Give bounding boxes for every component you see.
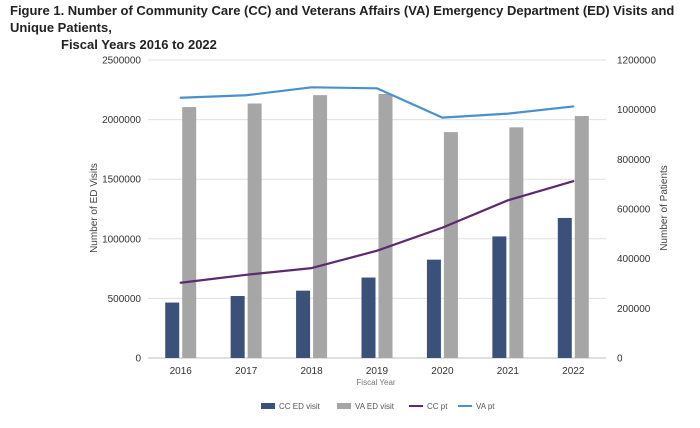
left-axis-ticks: 0 500000 1000000 1500000 2000000 2500000 [102, 56, 141, 365]
stray-mark: . [76, 36, 80, 50]
chart-title-line-1: Figure 1. Number of Community Care (CC) … [10, 3, 675, 35]
x-axis-ticks: 2016 2017 2018 2019 2020 2021 2022 [170, 366, 585, 377]
left-axis-label: Number of ED Visits [89, 163, 100, 253]
cc-ed-visit-bar [296, 290, 311, 358]
right-tick-label: 200000 [617, 304, 651, 315]
left-tick-label: 0 [135, 354, 141, 365]
left-tick-label: 500000 [108, 294, 142, 305]
va-pt-line [179, 86, 575, 119]
va-ed-visit-bar [509, 127, 524, 359]
legend-cc-ed-visit-swatch [261, 403, 275, 409]
va-ed-visit-bar [378, 93, 393, 359]
x-tick-label: 2016 [170, 366, 193, 377]
bars [165, 93, 589, 359]
right-tick-label: 400000 [617, 254, 651, 265]
chart-title: Figure 1. Number of Community Care (CC) … [10, 2, 700, 53]
cc-ed-visit-bar [361, 277, 376, 358]
x-axis-label: Fiscal Year [356, 378, 395, 387]
cc-ed-visit-bar [426, 259, 441, 358]
legend-cc-ed-visit-label: CC ED visit [279, 402, 321, 411]
cc-ed-visit-bar [557, 217, 572, 358]
va-ed-visit-bar [182, 107, 197, 358]
legend-va-pt-label: VA pt [476, 402, 495, 411]
x-tick-label: 2017 [235, 366, 258, 377]
left-tick-label: 1000000 [102, 234, 141, 245]
chart-title-line-2: Fiscal Years 2016 to 2022 [61, 37, 217, 52]
legend-va-ed-visit-label: VA ED visit [355, 402, 395, 411]
x-tick-label: 2018 [300, 366, 323, 377]
gridlines [148, 59, 606, 359]
va-ed-visit-bar [443, 132, 458, 358]
cc-ed-visit-bar [230, 296, 245, 358]
right-tick-label: 1200000 [617, 56, 656, 67]
lines [179, 86, 575, 284]
legend: CC ED visit VA ED visit CC pt VA pt [261, 402, 495, 411]
legend-cc-pt-label: CC pt [427, 402, 448, 411]
x-tick-label: 2019 [366, 366, 389, 377]
legend-va-ed-visit-swatch [337, 403, 351, 409]
right-tick-label: 0 [617, 354, 623, 365]
left-tick-label: 1500000 [102, 175, 141, 186]
right-axis-ticks: 0 200000 400000 600000 800000 1000000 1200000 [617, 56, 656, 365]
right-axis-label: Number of Patients [659, 165, 670, 251]
va-ed-visit-bar [574, 116, 589, 358]
left-tick-label: 2000000 [102, 115, 141, 126]
cc-ed-visit-bar [165, 302, 180, 358]
va-ed-visit-bar [247, 103, 262, 359]
right-tick-label: 800000 [617, 155, 651, 166]
x-tick-label: 2022 [562, 366, 585, 377]
right-tick-label: 1000000 [617, 105, 656, 116]
cc-pt-line [179, 180, 575, 284]
va-ed-visit-bar [313, 95, 328, 358]
cc-ed-visit-bar [492, 236, 507, 358]
left-tick-label: 2500000 [102, 56, 141, 67]
right-tick-label: 600000 [617, 205, 651, 216]
x-tick-label: 2021 [497, 366, 520, 377]
x-tick-label: 2020 [431, 366, 454, 377]
